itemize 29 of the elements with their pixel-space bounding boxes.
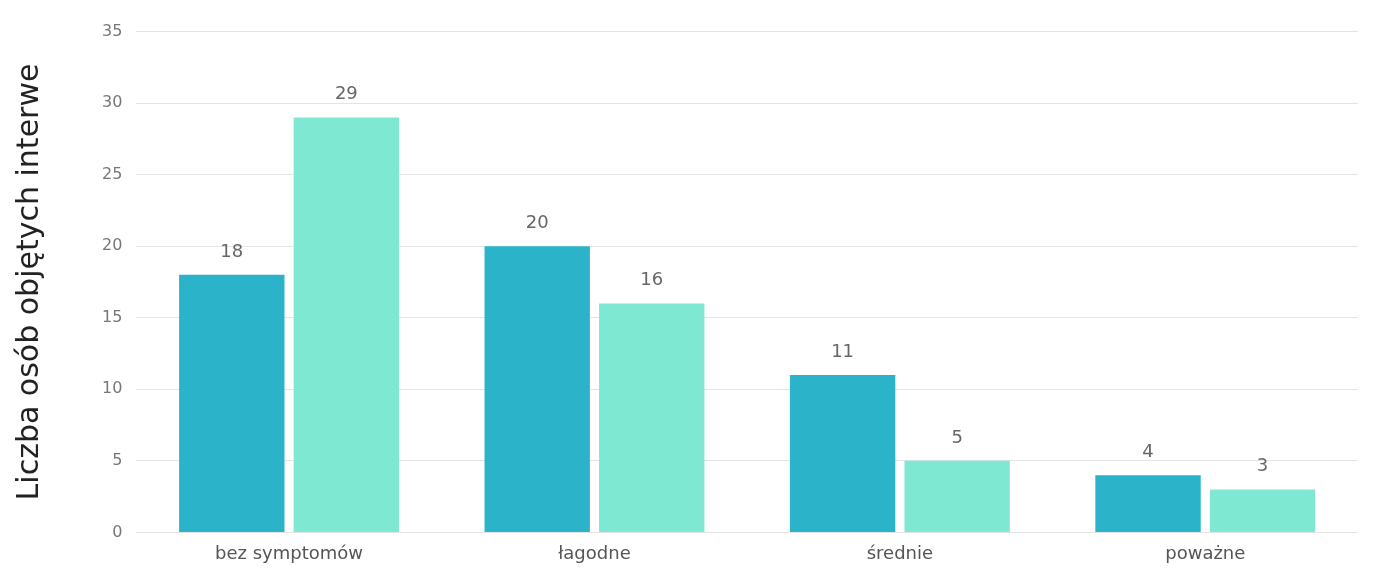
data-label: 18 [220, 239, 244, 261]
data-label: 16 [640, 268, 664, 290]
y-tick-label: 30 [102, 92, 123, 112]
y-tick-label: 10 [102, 378, 123, 398]
y-tick-label: 20 [102, 235, 123, 255]
data-label: 4 [1142, 439, 1154, 461]
y-tick-label: 25 [102, 163, 123, 183]
y-tick-label: 15 [102, 306, 123, 326]
data-label: 29 [334, 82, 358, 104]
bar [1209, 489, 1316, 532]
bar [293, 117, 400, 532]
y-tick-label: 5 [112, 450, 123, 470]
data-label: 5 [951, 425, 963, 447]
x-tick-label: poważne [1165, 541, 1246, 563]
bar [1095, 475, 1201, 532]
x-tick-label: bez symptomów [215, 541, 364, 563]
data-label: 11 [831, 339, 855, 361]
bar [904, 460, 1010, 532]
y-tick-label: 35 [102, 20, 123, 40]
bar [484, 246, 590, 532]
y-tick-label: 0 [112, 521, 123, 541]
y-axis-title: Liczba osób objętych interwe [9, 63, 45, 501]
x-tick-label: średnie [866, 541, 934, 563]
data-label: 20 [525, 210, 549, 232]
bar [789, 375, 896, 532]
bar [179, 274, 285, 532]
data-label: 3 [1256, 454, 1269, 476]
x-tick-label: łagodne [558, 541, 631, 563]
bar [599, 303, 705, 532]
